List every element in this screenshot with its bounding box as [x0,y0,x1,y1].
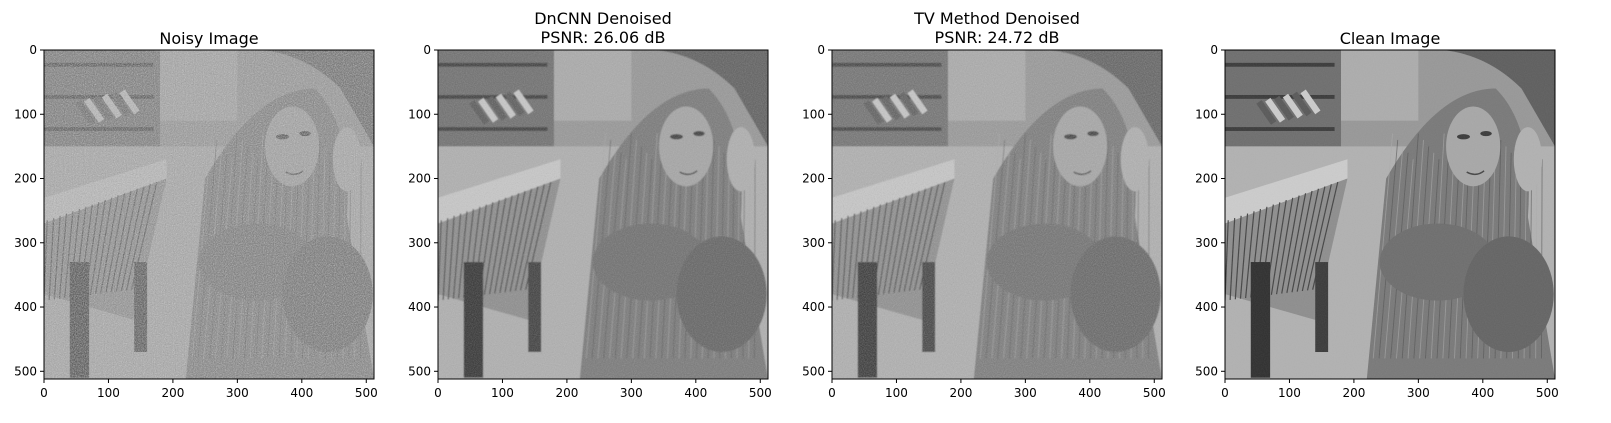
panel-title-clean: Clean Image [1225,29,1555,48]
x-tick-label: 500 [1143,386,1166,400]
x-tick-label: 0 [828,386,836,400]
noise-texture [1225,50,1555,379]
x-tick-label: 200 [161,386,184,400]
axes-frame [43,49,375,380]
y-tick-label: 400 [408,300,431,314]
x-tick-label: 300 [1407,386,1430,400]
x-tick-label: 400 [1471,386,1494,400]
panel-title-line1: Noisy Image [159,29,259,48]
axes-frame [831,49,1163,380]
image-panel-2 [438,50,768,379]
noise-texture [832,50,1162,379]
noise-texture [44,50,374,379]
image-panel-3 [832,50,1162,379]
x-tick-label: 100 [97,386,120,400]
y-tick-label: 400 [14,300,37,314]
axes-frame [437,49,769,380]
y-tick-label: 200 [802,172,825,186]
image-panel-1 [44,50,374,379]
panel-title-line2: PSNR: 24.72 dB [934,28,1060,47]
x-tick-label: 100 [491,386,514,400]
panel-title-dncnn: DnCNN Denoised PSNR: 26.06 dB [438,9,768,47]
y-tick-label: 300 [14,236,37,250]
y-tick-label: 0 [423,43,431,57]
x-tick-label: 500 [749,386,772,400]
y-tick-label: 100 [408,107,431,121]
x-tick-label: 400 [1078,386,1101,400]
image-panel-4 [1225,50,1555,379]
x-tick-label: 0 [1221,386,1229,400]
y-tick-label: 500 [802,364,825,378]
x-tick-label: 0 [40,386,48,400]
y-tick-label: 200 [14,172,37,186]
y-tick-label: 500 [14,364,37,378]
panel-title-line2: PSNR: 26.06 dB [540,28,666,47]
y-tick-label: 100 [14,107,37,121]
x-tick-label: 100 [1278,386,1301,400]
x-tick-label: 300 [620,386,643,400]
x-tick-label: 400 [684,386,707,400]
x-tick-label: 300 [1014,386,1037,400]
x-tick-label: 500 [1536,386,1559,400]
y-tick-label: 200 [1195,172,1218,186]
axes-frame [1224,49,1556,380]
y-tick-label: 300 [1195,236,1218,250]
y-tick-label: 500 [408,364,431,378]
panel-title-noisy: Noisy Image [44,29,374,48]
y-tick-label: 0 [817,43,825,57]
y-tick-label: 400 [1195,300,1218,314]
x-tick-label: 200 [1342,386,1365,400]
x-tick-label: 400 [290,386,313,400]
panel-title-tv: TV Method Denoised PSNR: 24.72 dB [832,9,1162,47]
y-tick-label: 100 [802,107,825,121]
y-tick-label: 100 [1195,107,1218,121]
x-tick-label: 200 [949,386,972,400]
y-tick-label: 300 [408,236,431,250]
x-tick-label: 500 [355,386,378,400]
y-tick-label: 0 [29,43,37,57]
panel-title-line1: Clean Image [1339,29,1441,48]
x-tick-label: 0 [434,386,442,400]
y-tick-label: 400 [802,300,825,314]
y-tick-label: 300 [802,236,825,250]
x-tick-label: 300 [226,386,249,400]
y-tick-label: 200 [408,172,431,186]
y-tick-label: 500 [1195,364,1218,378]
y-tick-label: 0 [1210,43,1218,57]
x-tick-label: 100 [885,386,908,400]
panel-title-line1: TV Method Denoised [914,9,1080,28]
x-tick-label: 200 [555,386,578,400]
noise-texture [438,50,768,379]
panel-title-line1: DnCNN Denoised [534,9,672,28]
